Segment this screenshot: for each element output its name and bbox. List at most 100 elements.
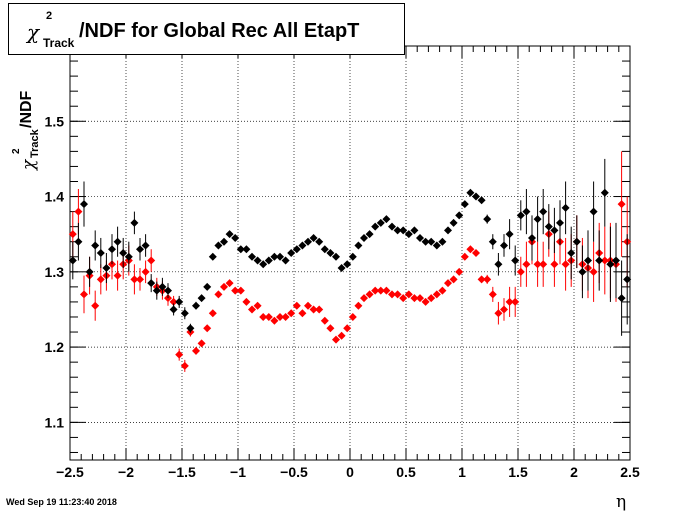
data-point [315, 237, 324, 246]
data-point [309, 305, 318, 314]
data-point [522, 260, 531, 269]
y-tick-label: 1.2 [45, 339, 65, 355]
data-point [119, 249, 128, 257]
title-chi-symbol: χ [27, 20, 40, 44]
data-point [253, 301, 262, 310]
data-point [214, 290, 223, 299]
data-point [567, 249, 576, 257]
chart-title: /NDF for Global Rec All EtapT [79, 20, 360, 42]
y-tick-label: 1.3 [45, 264, 65, 280]
data-point [393, 226, 402, 235]
data-point [550, 260, 559, 269]
data-point [589, 267, 598, 276]
data-point [427, 237, 436, 246]
data-point [444, 226, 452, 235]
x-tick-label: 1.5 [508, 464, 528, 480]
data-point [472, 192, 480, 201]
data-point [74, 237, 83, 246]
data-point [617, 294, 626, 303]
data-point [147, 256, 156, 265]
data-point [102, 264, 111, 273]
data-point [343, 260, 352, 269]
data-point [494, 309, 503, 318]
data-point [320, 316, 329, 325]
data-point [472, 249, 480, 257]
data-point [186, 324, 195, 333]
x-tick-label: −2 [118, 464, 134, 480]
data-point [74, 207, 83, 216]
data-point [561, 260, 570, 269]
data-point [287, 249, 296, 257]
data-point [164, 286, 172, 295]
data-point [623, 275, 632, 284]
data-point [203, 282, 212, 291]
ylabel-text: /NDF [18, 90, 35, 128]
data-point [68, 256, 77, 265]
data-point [292, 301, 301, 310]
data-point [438, 237, 447, 246]
series-0 [68, 158, 632, 336]
data-point [141, 241, 150, 250]
data-point [376, 218, 385, 227]
data-point [360, 233, 368, 242]
data-point [309, 233, 318, 242]
data-point [354, 301, 363, 310]
data-point [455, 267, 464, 276]
data-point [500, 241, 508, 250]
x-tick-label: −0.5 [280, 464, 308, 480]
data-point [399, 294, 408, 303]
y-tick-label: 1.1 [45, 414, 65, 430]
data-point [231, 233, 240, 242]
data-point [259, 312, 268, 321]
data-point [455, 211, 464, 220]
data-point [298, 309, 307, 318]
data-point [136, 275, 144, 284]
ylabel-subscript: Track [29, 129, 41, 158]
data-point [208, 252, 217, 261]
data-point [192, 346, 200, 355]
data-point [483, 275, 492, 284]
data-point [416, 294, 424, 303]
x-tick-label: 2.5 [620, 464, 640, 480]
data-point [332, 335, 340, 344]
data-point [365, 290, 374, 299]
data-point [203, 324, 212, 333]
data-point [141, 267, 150, 276]
data-point [113, 237, 122, 246]
chart-title-box: χ 2 Track /NDF for Global Rec All EtapT [8, 3, 405, 55]
data-point [85, 267, 94, 276]
data-point [68, 230, 77, 239]
data-point [180, 361, 189, 370]
data-point [511, 256, 520, 265]
data-point [460, 200, 469, 209]
data-point [276, 252, 284, 261]
data-point [365, 230, 374, 239]
data-point [270, 316, 279, 325]
data-point [292, 245, 301, 254]
data-point [169, 297, 178, 306]
data-point [108, 245, 116, 254]
x-tick-label: 2 [570, 464, 578, 480]
y-tick-label: 1.5 [45, 113, 65, 129]
x-tick-label: −1.5 [168, 464, 196, 480]
data-series [68, 151, 632, 372]
x-tick-label: 1 [458, 464, 466, 480]
data-point [416, 233, 424, 242]
data-point [393, 290, 402, 299]
data-point [483, 215, 492, 224]
data-point [130, 218, 139, 227]
data-point [343, 324, 352, 333]
data-point [578, 267, 587, 276]
data-point [505, 297, 514, 306]
data-point [444, 279, 452, 288]
data-point [556, 218, 564, 227]
data-point [80, 290, 88, 299]
data-point [96, 275, 105, 284]
data-point [315, 305, 324, 314]
data-point [264, 256, 273, 265]
data-point [410, 226, 419, 235]
data-point [539, 260, 548, 269]
data-point [539, 207, 548, 216]
title-subscript: Track [43, 36, 75, 50]
